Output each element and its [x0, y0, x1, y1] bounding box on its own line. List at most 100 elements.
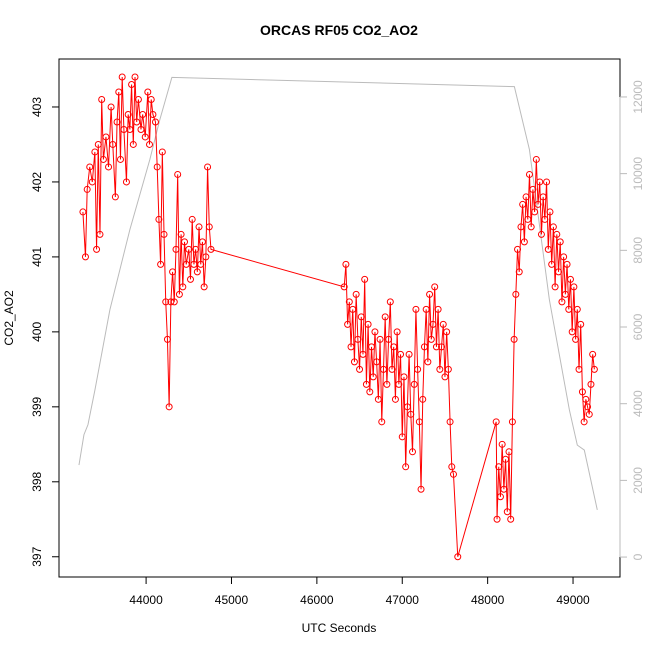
data-point: [356, 365, 364, 373]
data-point: [172, 245, 180, 253]
data-point: [410, 380, 418, 388]
data-point: [86, 163, 94, 171]
data-point: [386, 298, 394, 306]
data-point: [122, 178, 130, 186]
data-point: [536, 178, 544, 186]
data-point: [340, 283, 348, 291]
data-point: [111, 193, 119, 201]
data-point: [81, 253, 89, 261]
data-point: [495, 463, 503, 471]
data-point: [163, 335, 171, 343]
y2-tick-label: 12000: [631, 80, 645, 114]
data-point: [537, 230, 545, 238]
x-tick-label: 49000: [556, 593, 590, 607]
x-tick-label: 46000: [300, 593, 334, 607]
data-point: [415, 418, 423, 426]
data-point: [589, 350, 597, 358]
data-point: [420, 343, 428, 351]
data-point: [88, 178, 96, 186]
data-point: [424, 358, 432, 366]
data-point: [175, 290, 183, 298]
y-tick-label: 403: [30, 97, 44, 117]
data-point: [167, 298, 175, 306]
data-point: [354, 335, 362, 343]
data-point: [131, 73, 139, 81]
data-point: [344, 320, 352, 328]
data-point: [204, 163, 212, 171]
data-point: [560, 253, 568, 261]
data-point: [582, 395, 590, 403]
data-point: [553, 230, 561, 238]
y-tick-label: 400: [30, 322, 44, 342]
data-point: [544, 245, 552, 253]
data-point: [144, 88, 152, 96]
data-point: [129, 140, 137, 148]
data-point: [566, 275, 574, 283]
data-point: [590, 365, 598, 373]
data-point: [405, 350, 413, 358]
data-point: [169, 268, 177, 276]
data-point: [584, 403, 592, 411]
data-point: [454, 553, 462, 561]
data-point: [555, 268, 563, 276]
data-point: [102, 133, 110, 141]
data-point: [141, 133, 149, 141]
data-point: [409, 448, 417, 456]
data-point: [139, 110, 147, 118]
data-point: [113, 118, 121, 126]
data-point: [539, 193, 547, 201]
x-tick-label: 45000: [215, 593, 249, 607]
data-point: [419, 395, 427, 403]
data-point: [364, 320, 372, 328]
x-tick-label: 47000: [386, 593, 420, 607]
data-point: [165, 403, 173, 411]
data-point: [349, 305, 357, 313]
data-point: [444, 365, 452, 373]
data-point: [436, 365, 444, 373]
data-point: [83, 185, 91, 193]
data-point: [432, 343, 440, 351]
data-point: [578, 388, 586, 396]
data-point: [371, 328, 379, 336]
y-tick-label: 399: [30, 397, 44, 417]
data-point: [532, 155, 540, 163]
data-point: [543, 178, 551, 186]
data-point: [198, 238, 206, 246]
data-point: [193, 268, 201, 276]
data-point: [508, 418, 516, 426]
chart-title: ORCAS RF05 CO2_AO2: [260, 22, 418, 38]
data-point: [115, 88, 123, 96]
data-point: [146, 140, 154, 148]
y2-tick-label: 0: [631, 553, 645, 560]
y2-tick-label: 6000: [631, 313, 645, 340]
data-point: [347, 343, 355, 351]
data-point: [417, 485, 425, 493]
data-point: [529, 185, 537, 193]
x-axis-label: UTC Seconds: [302, 621, 377, 635]
data-point: [563, 260, 571, 268]
data-point: [449, 470, 457, 478]
data-point: [124, 110, 132, 118]
data-point: [368, 343, 376, 351]
data-point: [575, 365, 583, 373]
data-point: [376, 335, 384, 343]
data-point: [492, 418, 500, 426]
data-point: [195, 223, 203, 231]
data-point: [157, 260, 165, 268]
data-point: [587, 380, 595, 388]
data-point: [158, 148, 166, 156]
data-point: [361, 275, 369, 283]
data-point: [126, 125, 134, 133]
data-point: [520, 238, 528, 246]
data-point: [362, 380, 370, 388]
data-point: [558, 298, 566, 306]
data-point: [350, 358, 358, 366]
data-point: [507, 515, 515, 523]
data-point: [496, 493, 504, 501]
data-point: [524, 215, 532, 223]
data-point: [514, 245, 522, 253]
data-point: [398, 433, 406, 441]
data-point: [500, 485, 508, 493]
data-point: [510, 335, 518, 343]
